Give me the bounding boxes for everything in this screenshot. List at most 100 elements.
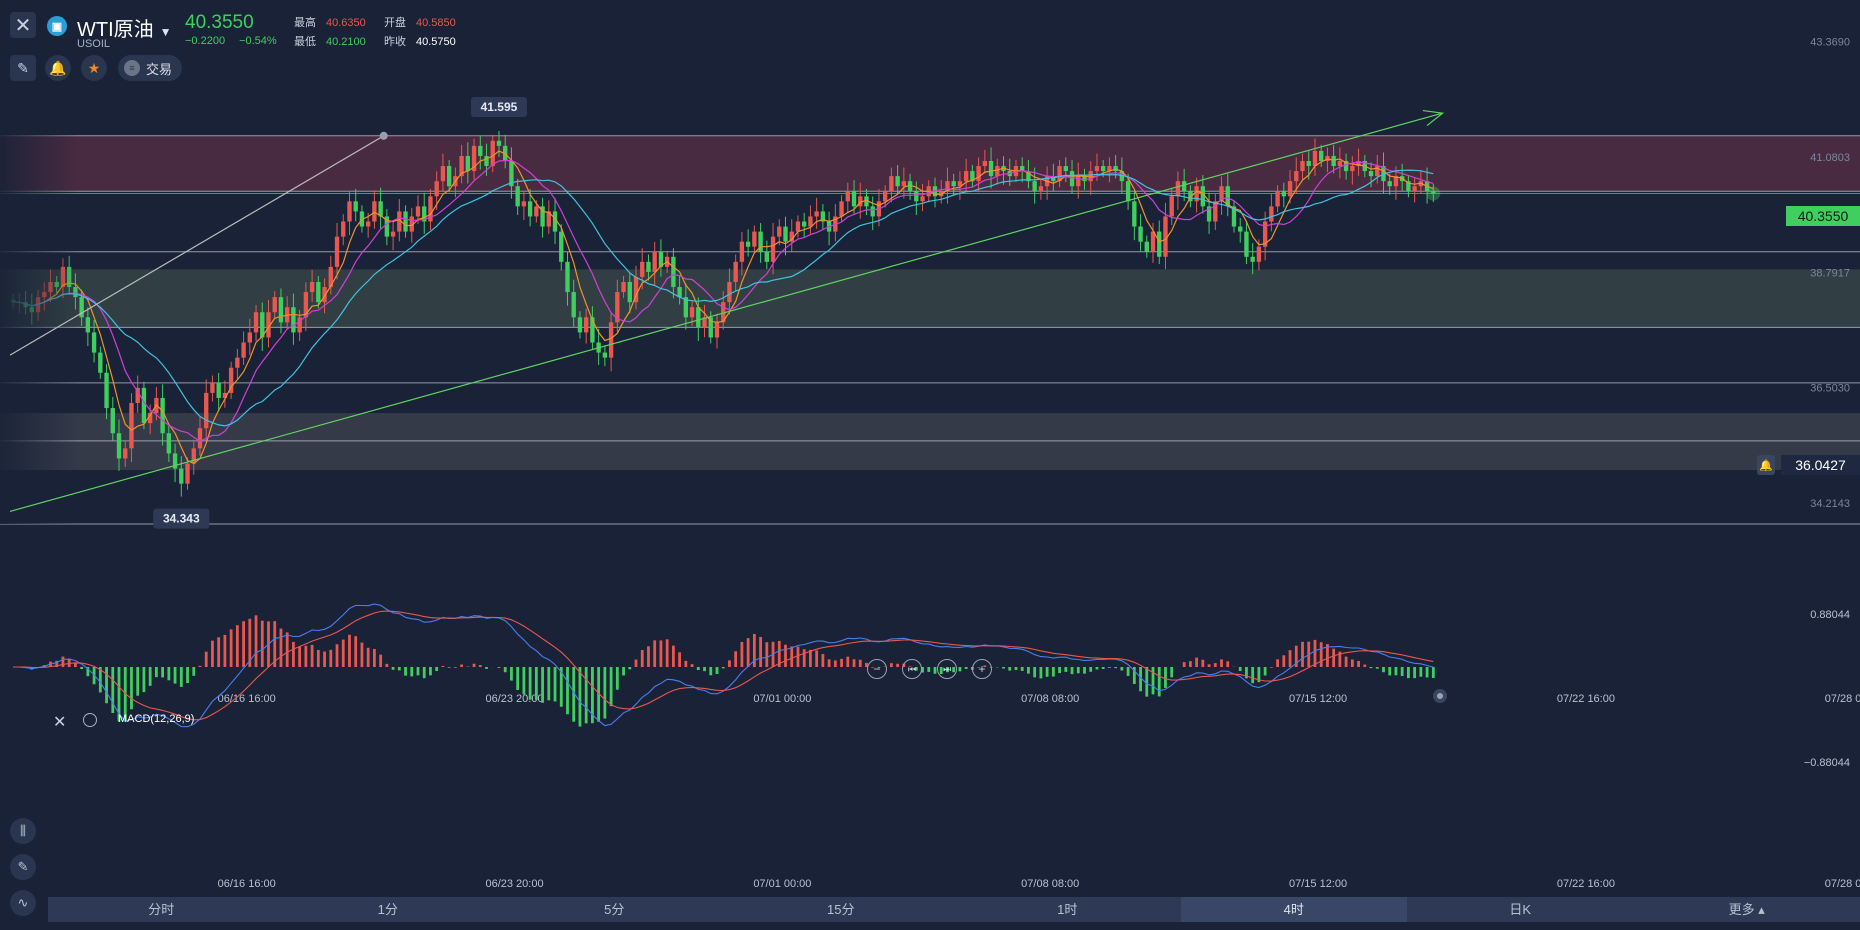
candle bbox=[540, 206, 545, 227]
candle bbox=[1256, 246, 1262, 262]
step-back-button[interactable]: ⏮ bbox=[902, 659, 922, 679]
candle bbox=[478, 145, 483, 156]
timeframe-tab[interactable]: 1时 bbox=[1057, 902, 1078, 917]
change-percent: −0.54% bbox=[239, 35, 277, 47]
time-axis-label: 06/16 16:00 bbox=[218, 693, 276, 705]
candle bbox=[1088, 171, 1093, 182]
zoom-out-button[interactable]: − bbox=[867, 659, 887, 679]
candle bbox=[1107, 166, 1112, 172]
prev-close-value: 40.5750 bbox=[416, 36, 456, 48]
extreme-label-low: 34.343 bbox=[163, 512, 200, 526]
timeframe-tab[interactable]: 5分 bbox=[604, 902, 625, 917]
candle bbox=[353, 201, 358, 212]
trade-button[interactable]: ≡ 交易 bbox=[118, 55, 182, 81]
candle bbox=[235, 357, 240, 368]
extreme-label-box bbox=[153, 508, 210, 529]
candle bbox=[683, 297, 689, 318]
symbol-selector[interactable]: WTI原油 ▼ bbox=[77, 13, 172, 42]
candle bbox=[172, 453, 178, 469]
timeframe-tab[interactable]: 4时 bbox=[1180, 897, 1407, 922]
open-label: 开盘 bbox=[384, 17, 406, 29]
candle bbox=[390, 231, 396, 237]
candle bbox=[976, 166, 981, 182]
candle bbox=[384, 216, 390, 237]
candle bbox=[1281, 191, 1287, 197]
candle bbox=[1076, 176, 1081, 187]
candlestick-icon: ⫼ bbox=[20, 823, 26, 838]
time-axis-label: 06/23 20:00 bbox=[485, 693, 543, 705]
candle bbox=[1082, 176, 1087, 182]
candle bbox=[135, 387, 140, 403]
prev-close-label: 昨收 bbox=[384, 36, 406, 48]
left-fade-overlay bbox=[0, 0, 80, 524]
chevron-down-icon: ▼ bbox=[159, 25, 172, 39]
zoom-out-icon: − bbox=[873, 662, 881, 676]
macd-settings-button[interactable] bbox=[83, 713, 97, 727]
candle bbox=[509, 161, 514, 187]
candle bbox=[764, 251, 769, 262]
candle bbox=[963, 171, 969, 182]
candle bbox=[590, 317, 595, 343]
alert-bell-icon[interactable]: 🔔 bbox=[1757, 455, 1775, 475]
candle bbox=[1138, 226, 1143, 242]
candle bbox=[1125, 181, 1131, 202]
candle bbox=[484, 155, 489, 167]
last-price-pulse bbox=[1426, 186, 1441, 201]
low-label: 最低 bbox=[294, 36, 316, 48]
candle bbox=[608, 322, 614, 358]
candle bbox=[1343, 161, 1349, 172]
candlestick-type-button[interactable]: ⫼ bbox=[10, 818, 36, 844]
zoom-in-button[interactable]: + bbox=[972, 659, 992, 679]
candle bbox=[914, 191, 919, 202]
candle bbox=[440, 166, 446, 182]
candle bbox=[1169, 196, 1174, 217]
candle bbox=[1206, 206, 1212, 222]
candle bbox=[496, 140, 502, 146]
favorite-button[interactable]: ★ bbox=[81, 55, 107, 81]
candle bbox=[1094, 166, 1100, 172]
open-value: 40.5850 bbox=[416, 17, 456, 29]
candle bbox=[365, 221, 371, 227]
trendline-arrowhead bbox=[1422, 109, 1445, 127]
candle bbox=[646, 261, 651, 272]
alert-price-tag: 36.0427 bbox=[1781, 455, 1860, 475]
candle bbox=[1069, 171, 1075, 187]
candle bbox=[696, 307, 701, 328]
candle bbox=[309, 282, 315, 293]
candle bbox=[689, 307, 695, 318]
candle bbox=[895, 176, 900, 187]
pen-button[interactable]: ✎ bbox=[10, 854, 36, 880]
candle bbox=[571, 292, 576, 318]
last-price: 40.3550 bbox=[185, 12, 254, 33]
candle bbox=[91, 332, 97, 353]
price-change: −0.2200 −0.54% bbox=[185, 35, 291, 47]
candle bbox=[1150, 231, 1156, 252]
close-button[interactable]: ✕ bbox=[10, 12, 36, 38]
macd-close-button[interactable]: ✕ bbox=[53, 712, 66, 732]
candle bbox=[266, 312, 271, 338]
price-axis-label: 36.5030 bbox=[1810, 383, 1850, 395]
trendline-handle bbox=[379, 131, 388, 140]
indicator-button[interactable]: ∿ bbox=[10, 890, 36, 916]
candle bbox=[104, 372, 109, 409]
macd-time-axis-label: 06/23 20:00 bbox=[485, 878, 543, 890]
candle bbox=[521, 201, 527, 207]
current-price-tag: 40.3550 bbox=[1786, 206, 1860, 226]
candle bbox=[882, 191, 888, 202]
candle bbox=[1231, 206, 1237, 227]
timeframe-tab[interactable]: 1分 bbox=[377, 902, 398, 917]
candle bbox=[216, 382, 221, 398]
timeframe-tab[interactable]: 日K bbox=[1509, 902, 1532, 917]
timeframe-tab[interactable]: 分时 bbox=[148, 902, 175, 917]
alert-button[interactable]: 🔔 bbox=[45, 55, 71, 81]
timeframe-tab[interactable]: 15分 bbox=[827, 902, 855, 917]
candle bbox=[123, 448, 128, 459]
ohlc-stats: 最高 40.6350 开盘 40.5850 最低 40.2100 昨收 40.5750 bbox=[294, 14, 474, 52]
candle bbox=[621, 282, 626, 293]
timeframe-tab[interactable]: 更多 ▴ bbox=[1728, 902, 1765, 917]
step-forward-button[interactable]: ⏭ bbox=[937, 659, 957, 679]
drawing-tool-button[interactable]: ✎ bbox=[10, 55, 36, 81]
candle bbox=[422, 206, 427, 222]
candle bbox=[970, 171, 975, 182]
